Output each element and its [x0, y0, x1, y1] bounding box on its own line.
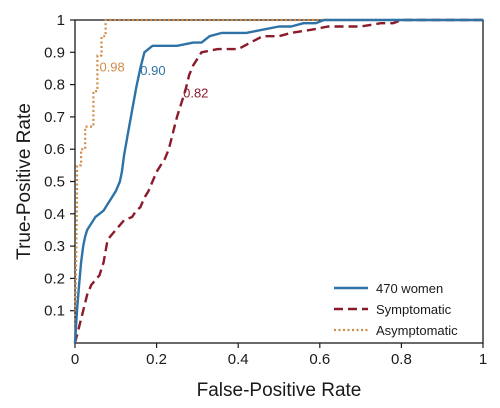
- auc-label: 0.98: [99, 60, 124, 75]
- series-line-symptomatic: [73, 18, 483, 344]
- auc-label: 0.82: [183, 86, 208, 101]
- series-line-470-women: [73, 18, 483, 344]
- y-tick-label: 0.9: [44, 44, 65, 61]
- x-tick-label: 0: [71, 351, 79, 368]
- chart-legend: 470 women Symptomatic Asymptomatic: [334, 281, 458, 338]
- chart-auc-labels: 0.90 0.82 0.98: [99, 60, 208, 101]
- legend-entry: Symptomatic: [376, 302, 452, 317]
- x-axis-title: False-Positive Rate: [197, 380, 362, 401]
- y-tick-label: 0.2: [44, 270, 65, 287]
- x-tick-label: 0.4: [228, 351, 249, 368]
- x-tick-label: 0.6: [309, 351, 330, 368]
- x-tick-label: 1: [479, 351, 487, 368]
- y-tick-label: 0.6: [44, 141, 65, 158]
- series-line-asymptomatic: [73, 18, 483, 344]
- y-tick-label: 0.1: [44, 303, 65, 320]
- legend-entry: 470 women: [376, 281, 443, 296]
- chart-ticks: 0 0.2 0.4 0.6 0.8 1 0.1 0.2 0.3 0.4 0.5 0.6 0.7 0.8 0.…: [44, 12, 487, 368]
- y-tick-label: 0.7: [44, 109, 65, 126]
- y-tick-label: 0.3: [44, 238, 65, 255]
- y-axis-title: True-Positive Rate: [14, 103, 35, 260]
- y-tick-label: 0.5: [44, 174, 65, 191]
- auc-label: 0.90: [140, 63, 165, 78]
- y-tick-label: 0.8: [44, 77, 65, 94]
- x-tick-label: 0.2: [146, 351, 167, 368]
- x-tick-label: 0.8: [391, 351, 412, 368]
- y-tick-label: 0.4: [44, 206, 65, 223]
- legend-entry: Asymptomatic: [376, 323, 458, 338]
- y-tick-label: 1: [57, 12, 65, 29]
- chart-series: [73, 18, 483, 344]
